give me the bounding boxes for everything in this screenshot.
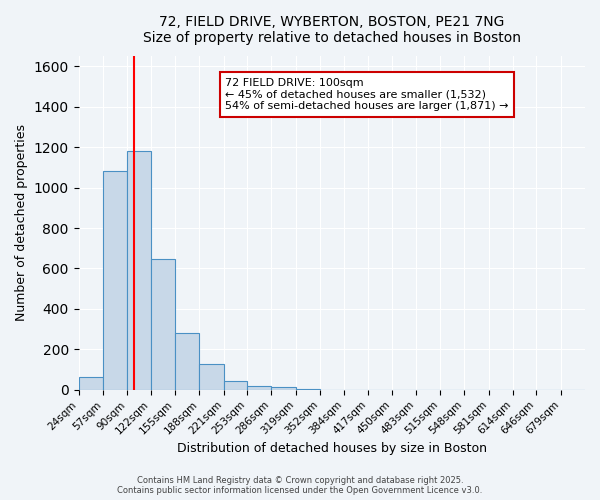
Bar (175, 333, 199, 390)
Bar (271, 387, 296, 390)
Bar (151, 260, 175, 390)
Text: Contains HM Land Registry data © Crown copyright and database right 2025.
Contai: Contains HM Land Registry data © Crown c… (118, 476, 482, 495)
Bar (247, 386, 271, 390)
Bar (296, 389, 320, 390)
Text: 72 FIELD DRIVE: 100sqm
← 45% of detached houses are smaller (1,532)
54% of semi-: 72 FIELD DRIVE: 100sqm ← 45% of detached… (226, 78, 509, 111)
Bar (224, 381, 247, 390)
Bar (79, 376, 103, 390)
Bar (199, 364, 224, 390)
Title: 72, FIELD DRIVE, WYBERTON, BOSTON, PE21 7NG
Size of property relative to detache: 72, FIELD DRIVE, WYBERTON, BOSTON, PE21 … (143, 15, 521, 45)
X-axis label: Distribution of detached houses by size in Boston: Distribution of detached houses by size … (177, 442, 487, 455)
Bar (103, 172, 127, 390)
Bar (127, 151, 151, 390)
Y-axis label: Number of detached properties: Number of detached properties (15, 124, 28, 322)
